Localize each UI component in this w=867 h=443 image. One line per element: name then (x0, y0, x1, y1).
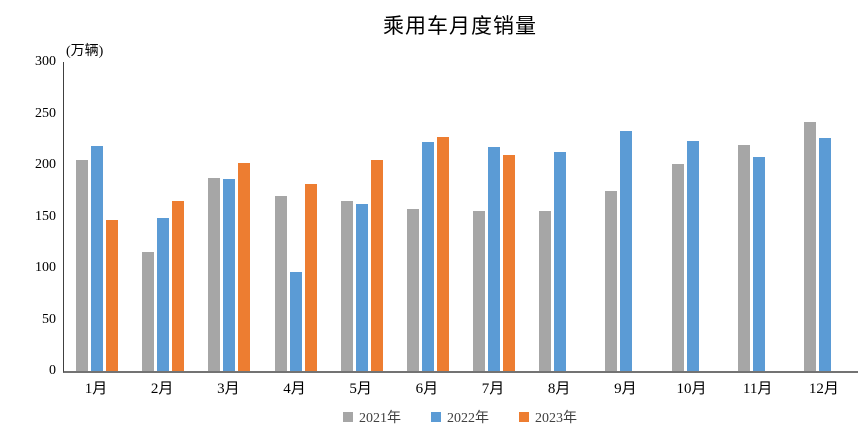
bar-2021年-10月 (671, 164, 684, 371)
bar-2022年-11月 (752, 157, 765, 371)
x-label-8月: 8月 (547, 381, 571, 397)
bar-2022年-7月 (488, 147, 501, 371)
bar-group-6月 (406, 137, 449, 371)
legend-label: 2022年 (447, 411, 489, 426)
x-label-11月: 11月 (742, 381, 773, 397)
x-label-9月: 9月 (614, 381, 637, 397)
x-label-7月: 7月 (481, 381, 505, 397)
legend-swatch-icon (431, 412, 441, 422)
bar-2021年-8月 (539, 211, 552, 371)
bar-2022年-5月 (355, 203, 368, 371)
bar-2023年-1月 (106, 219, 119, 371)
bar-2021年-1月 (76, 160, 89, 371)
legend-item-2021年: 2021年 (343, 407, 401, 427)
y-tick-label-200: 200 (35, 157, 56, 172)
x-label-4月: 4月 (283, 381, 306, 397)
y-tick-label-250: 250 (35, 105, 56, 121)
bar-2021年-5月 (340, 201, 353, 371)
bar-2022年-4月 (289, 271, 302, 371)
bar-group-12月 (803, 121, 846, 371)
bar-group-11月 (737, 145, 780, 371)
bar-2022年-10月 (686, 141, 699, 371)
legend-swatch-icon (343, 412, 353, 422)
x-label-5月: 5月 (349, 381, 372, 397)
bar-2022年-8月 (554, 152, 567, 371)
x-label-3月: 3月 (217, 381, 240, 397)
x-label-10月: 10月 (676, 381, 707, 397)
bar-2021年-7月 (473, 211, 486, 371)
chart-title: 乘用车月度销量 (383, 14, 537, 38)
bar-group-1月 (76, 145, 119, 371)
bar-2022年-9月 (620, 130, 633, 371)
bar-group-4月 (274, 184, 317, 371)
y-tick-label-50: 50 (42, 311, 56, 327)
legend-item-2022年: 2022年 (431, 407, 489, 427)
bar-2021年-11月 (737, 145, 750, 371)
x-label-12月: 12月 (808, 381, 839, 397)
bar-group-10月 (671, 141, 714, 371)
bar-2022年-1月 (91, 145, 104, 371)
x-label-1月: 1月 (84, 381, 108, 397)
bar-2021年-9月 (605, 190, 618, 371)
bar-2023年-5月 (370, 159, 383, 371)
x-label-6月: 6月 (415, 381, 439, 397)
legend-label: 2023年 (535, 411, 577, 426)
bar-2022年-2月 (157, 217, 170, 371)
bar-2023年-3月 (238, 163, 251, 371)
bar-2023年-2月 (172, 200, 185, 371)
bar-2021年-3月 (208, 177, 221, 371)
plot-area (63, 62, 858, 373)
y-tick-label-150: 150 (35, 208, 56, 224)
x-label-2月: 2月 (150, 381, 174, 397)
bar-2021年-4月 (274, 195, 287, 371)
bar-group-9月 (605, 130, 647, 371)
bar-2023年-6月 (436, 137, 449, 371)
bar-2023年-4月 (304, 184, 317, 371)
bar-2021年-6月 (406, 209, 419, 371)
bar-2022年-12月 (818, 137, 831, 371)
legend: 2021年 2022年 2023年 (63, 407, 857, 427)
y-tick-label-300: 300 (35, 54, 56, 69)
bar-2022年-6月 (421, 142, 434, 371)
legend-label: 2021年 (359, 411, 401, 426)
bar-group-3月 (208, 163, 251, 371)
bar-2021年-12月 (803, 121, 816, 371)
y-tick-label-100: 100 (35, 260, 56, 275)
bar-group-7月 (473, 147, 516, 371)
legend-swatch-icon (519, 412, 529, 422)
y-axis-unit-label: (万辆) (66, 44, 104, 59)
bar-group-2月 (142, 200, 185, 371)
bar-2022年-3月 (223, 179, 236, 371)
legend-item-2023年: 2023年 (519, 407, 577, 427)
bar-group-8月 (539, 152, 581, 371)
y-tick-label-0: 0 (49, 363, 56, 378)
bar-group-5月 (340, 159, 383, 371)
bar-2023年-7月 (503, 154, 516, 371)
bar-2021年-2月 (142, 251, 155, 371)
